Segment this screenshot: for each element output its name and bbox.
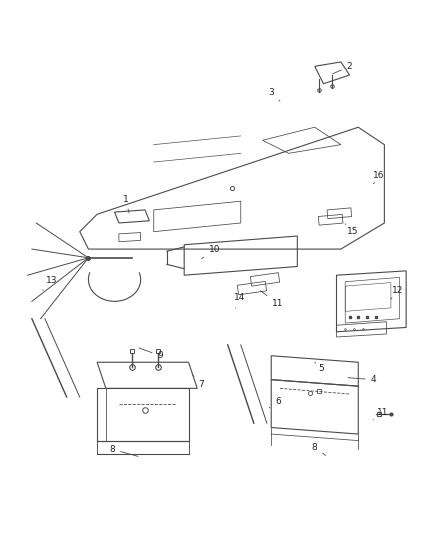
Text: 7: 7 [193,375,205,389]
Text: 12: 12 [391,286,403,299]
Text: 15: 15 [345,224,359,236]
Text: 13: 13 [43,276,57,290]
Text: 1: 1 [123,195,129,213]
Text: 8: 8 [110,445,138,456]
Text: 5: 5 [315,362,324,373]
Text: 2: 2 [332,62,353,74]
Text: 9: 9 [139,348,163,360]
Text: 8: 8 [312,442,325,455]
Text: 4: 4 [348,375,376,384]
Text: 3: 3 [268,88,280,101]
Text: 11: 11 [261,291,283,308]
Text: 14: 14 [234,293,246,308]
Text: 10: 10 [201,246,220,259]
Text: 11: 11 [374,408,388,419]
Text: 16: 16 [374,171,385,184]
Text: 6: 6 [269,397,281,408]
